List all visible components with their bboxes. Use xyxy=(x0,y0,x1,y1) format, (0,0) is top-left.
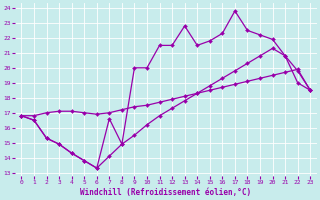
X-axis label: Windchill (Refroidissement éolien,°C): Windchill (Refroidissement éolien,°C) xyxy=(80,188,252,197)
